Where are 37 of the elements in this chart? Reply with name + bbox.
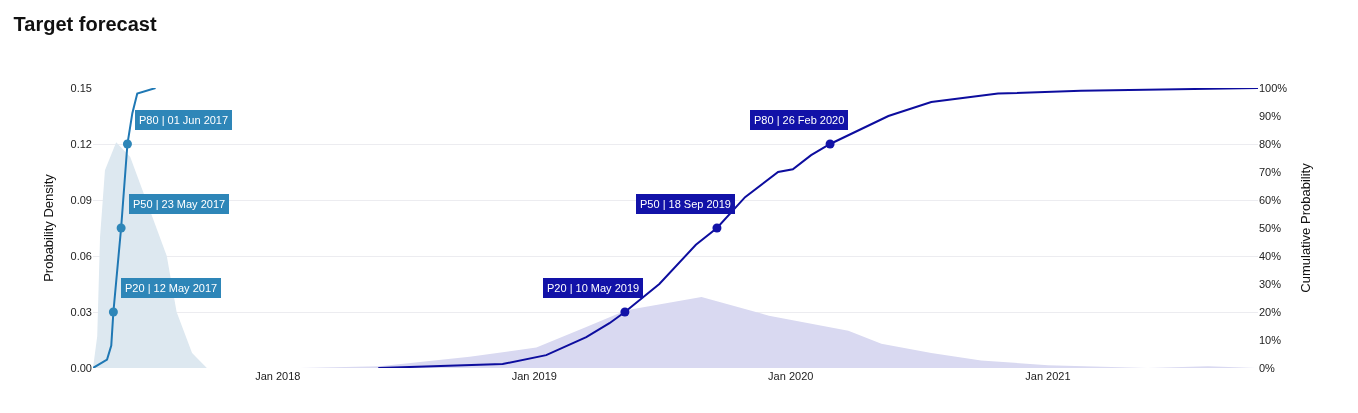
point [825,139,835,149]
y-tick-label: 0.03 [70,305,92,318]
data-label: P50 | 18 Sep 2019 [640,198,731,210]
y2-tick-label: 70% [1259,165,1282,178]
point [108,307,118,317]
data-label: P20 | 10 May 2019 [547,282,640,294]
y-tick-label: 0.00 [70,361,92,374]
data-label: P80 | 26 Feb 2020 [754,114,845,126]
y2-tick-label: 50% [1259,221,1282,234]
y2-axis-title: Cumulative Probability [1297,162,1313,293]
chart-title: Target forecast [13,12,157,35]
y-tick-label: 0.06 [70,249,92,262]
x-tick-label: Jan 2020 [768,370,814,382]
data-label: P20 | 12 May 2017 [125,282,218,294]
y2-tick-label: 60% [1259,193,1282,206]
point [116,223,126,233]
y-tick-label: 0.12 [70,137,92,150]
data-label: P80 | 01 Jun 2017 [139,114,229,126]
y2-tick-label: 30% [1259,277,1282,290]
y2-tick-label: 0% [1259,361,1276,374]
y2-tick-label: 80% [1259,137,1282,150]
point [712,223,722,233]
y2-tick-label: 40% [1259,249,1282,262]
point [620,307,630,317]
x-tick-label: Jan 2018 [255,370,301,382]
y2-tick-label: 100% [1259,81,1288,94]
y-tick-label: 0.09 [70,193,92,206]
line-series [377,88,1258,368]
data-label: P50 | 23 May 2017 [133,198,226,210]
point [122,139,132,149]
y2-tick-label: 20% [1259,305,1282,318]
x-tick-label: Jan 2019 [511,370,557,382]
x-tick-label: Jan 2021 [1025,370,1071,382]
y2-tick-label: 10% [1259,333,1282,346]
y2-tick-label: 90% [1259,109,1282,122]
y-axis-title: Probability Density [40,173,56,282]
y-tick-label: 0.15 [70,81,92,94]
